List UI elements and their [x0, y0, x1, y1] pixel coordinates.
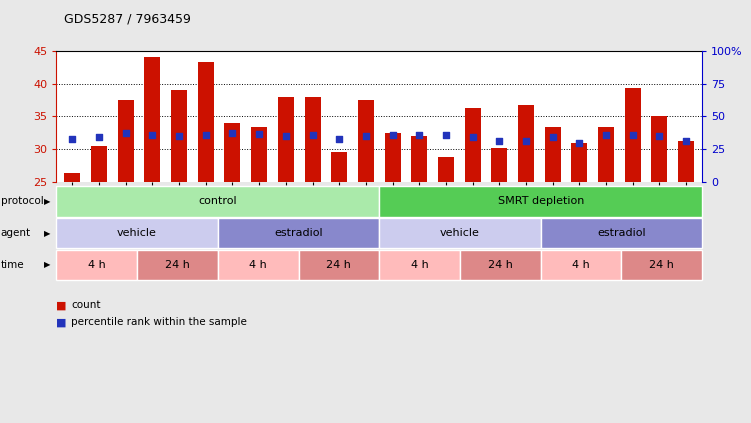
Point — [280, 133, 292, 140]
Point — [200, 131, 212, 138]
Text: 4 h: 4 h — [249, 260, 267, 270]
Bar — [91, 146, 107, 182]
Text: estradiol: estradiol — [274, 228, 323, 238]
Bar — [678, 140, 694, 182]
Text: agent: agent — [1, 228, 31, 238]
Bar — [438, 157, 454, 182]
Bar — [65, 173, 80, 182]
Text: GDS5287 / 7963459: GDS5287 / 7963459 — [64, 12, 191, 25]
Text: ▶: ▶ — [44, 197, 50, 206]
Point — [547, 134, 559, 141]
Bar — [278, 97, 294, 182]
Point — [227, 129, 239, 136]
Text: 24 h: 24 h — [165, 260, 190, 270]
Text: 24 h: 24 h — [327, 260, 351, 270]
Bar — [491, 148, 508, 182]
Point — [680, 137, 692, 144]
Text: estradiol: estradiol — [597, 228, 646, 238]
Text: ■: ■ — [56, 300, 67, 310]
Point — [306, 132, 318, 139]
Point — [360, 133, 372, 140]
Text: control: control — [198, 196, 237, 206]
Text: 24 h: 24 h — [488, 260, 513, 270]
Text: SMRT depletion: SMRT depletion — [497, 196, 584, 206]
Text: 4 h: 4 h — [88, 260, 106, 270]
Point — [574, 139, 586, 146]
Point — [520, 137, 532, 144]
Bar — [518, 104, 534, 182]
Text: percentile rank within the sample: percentile rank within the sample — [71, 317, 247, 327]
Bar — [385, 133, 400, 182]
Point — [253, 131, 265, 137]
Point — [493, 138, 505, 145]
Bar — [412, 136, 427, 182]
Text: time: time — [1, 260, 24, 270]
Text: ▶: ▶ — [44, 260, 50, 269]
Bar — [144, 57, 161, 182]
Point — [93, 134, 105, 141]
Bar — [331, 152, 347, 182]
Text: 4 h: 4 h — [411, 260, 429, 270]
Point — [119, 129, 131, 136]
Point — [66, 136, 78, 143]
Bar — [544, 127, 561, 182]
Bar — [572, 143, 587, 182]
Bar — [651, 116, 668, 182]
Point — [600, 131, 612, 138]
Bar — [304, 97, 321, 182]
Point — [173, 133, 185, 140]
Point — [627, 131, 639, 138]
Text: 4 h: 4 h — [572, 260, 590, 270]
Bar — [198, 62, 214, 182]
Bar — [225, 123, 240, 182]
Bar — [598, 127, 614, 182]
Bar — [358, 100, 374, 182]
Bar — [118, 100, 134, 182]
Text: vehicle: vehicle — [117, 228, 157, 238]
Bar — [625, 88, 641, 182]
Bar — [171, 90, 187, 182]
Text: count: count — [71, 300, 101, 310]
Bar — [465, 108, 481, 182]
Text: vehicle: vehicle — [440, 228, 480, 238]
Point — [466, 134, 478, 141]
Text: ■: ■ — [56, 317, 67, 327]
Bar — [251, 127, 267, 182]
Point — [146, 131, 158, 138]
Text: ▶: ▶ — [44, 228, 50, 238]
Text: 24 h: 24 h — [650, 260, 674, 270]
Point — [653, 133, 665, 140]
Point — [333, 136, 345, 143]
Text: protocol: protocol — [1, 196, 44, 206]
Point — [440, 132, 452, 139]
Point — [413, 131, 425, 138]
Point — [387, 131, 399, 138]
